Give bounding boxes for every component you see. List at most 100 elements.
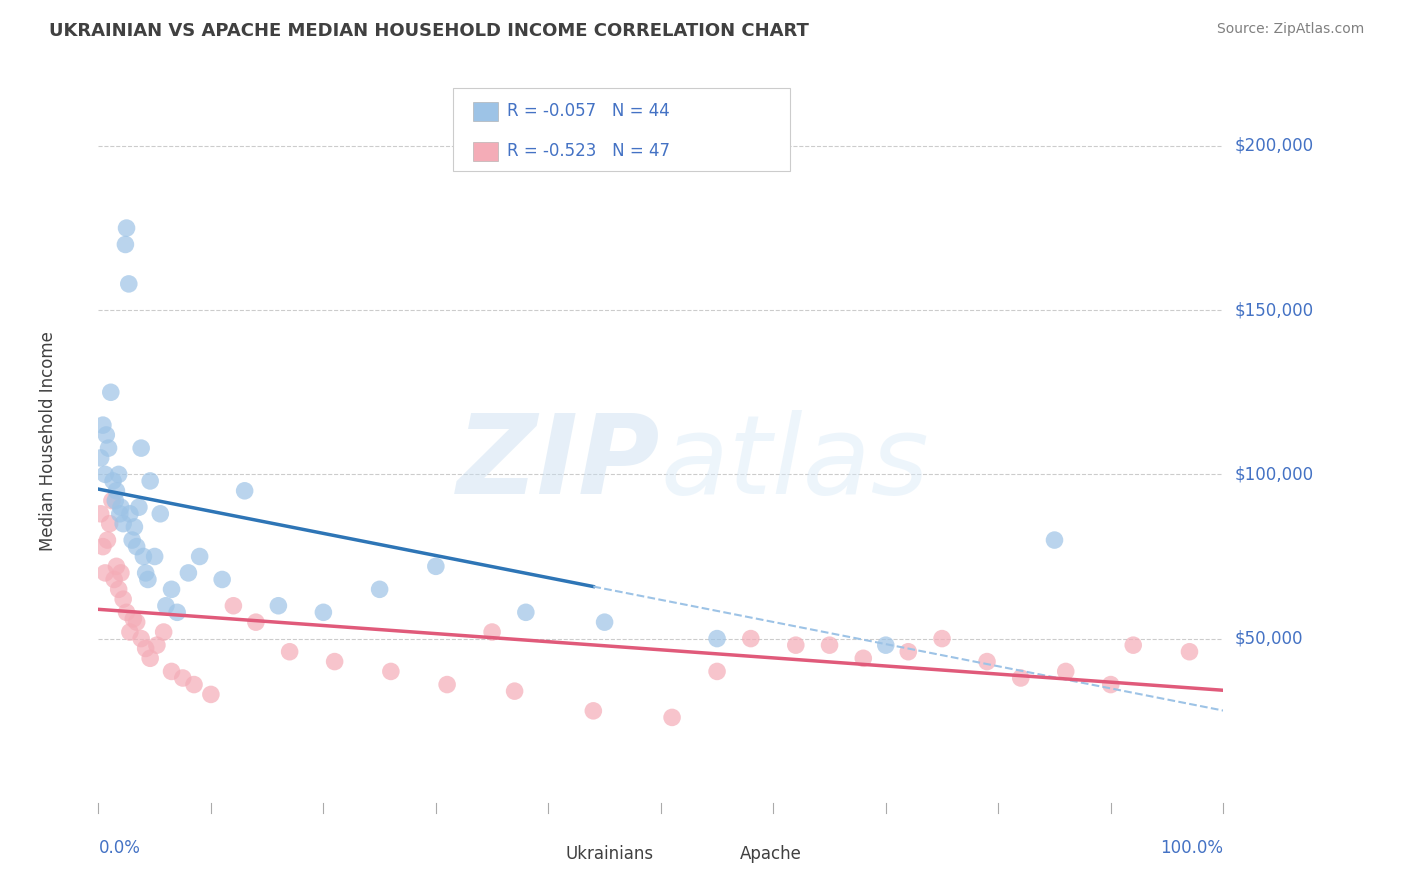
Text: Median Household Income: Median Household Income — [39, 332, 56, 551]
Point — [152, 625, 174, 640]
Point — [90, 507, 112, 521]
Point — [98, 516, 121, 531]
Point — [172, 671, 194, 685]
Point — [139, 651, 162, 665]
Point — [97, 441, 120, 455]
Point — [114, 237, 136, 252]
Text: 0.0%: 0.0% — [98, 838, 141, 857]
Point — [503, 684, 526, 698]
Bar — [531, 847, 557, 862]
Point — [118, 277, 141, 291]
Point — [143, 549, 166, 564]
Point — [200, 687, 222, 701]
Point — [105, 483, 128, 498]
Point — [104, 493, 127, 508]
Text: Ukrainians: Ukrainians — [565, 845, 654, 863]
Point — [110, 566, 132, 580]
Bar — [706, 847, 731, 862]
Point — [112, 516, 135, 531]
Point — [105, 559, 128, 574]
Text: UKRAINIAN VS APACHE MEDIAN HOUSEHOLD INCOME CORRELATION CHART: UKRAINIAN VS APACHE MEDIAN HOUSEHOLD INC… — [49, 22, 808, 40]
Point — [1178, 645, 1201, 659]
Point — [94, 467, 117, 482]
Point — [135, 641, 157, 656]
Point — [1010, 671, 1032, 685]
Point — [96, 428, 118, 442]
Point — [177, 566, 200, 580]
Point — [785, 638, 807, 652]
Point — [160, 582, 183, 597]
Point — [136, 573, 159, 587]
Point — [100, 385, 122, 400]
Point — [115, 605, 138, 619]
Point — [323, 655, 346, 669]
Point — [312, 605, 335, 619]
Point — [1043, 533, 1066, 547]
Point — [110, 500, 132, 515]
Point — [278, 645, 301, 659]
Point — [188, 549, 211, 564]
Point — [118, 507, 141, 521]
Text: $150,000: $150,000 — [1234, 301, 1313, 319]
Point — [661, 710, 683, 724]
Point — [852, 651, 875, 665]
Point — [233, 483, 256, 498]
Text: Source: ZipAtlas.com: Source: ZipAtlas.com — [1216, 22, 1364, 37]
Point — [582, 704, 605, 718]
Point — [267, 599, 290, 613]
Point — [155, 599, 177, 613]
Point — [139, 474, 162, 488]
Point — [425, 559, 447, 574]
Point — [129, 441, 152, 455]
Text: R = -0.057   N = 44: R = -0.057 N = 44 — [506, 103, 669, 120]
Text: atlas: atlas — [661, 409, 929, 516]
Point — [245, 615, 267, 630]
Point — [108, 507, 131, 521]
Text: $200,000: $200,000 — [1234, 137, 1313, 155]
Point — [875, 638, 897, 652]
Point — [1099, 677, 1122, 691]
Point — [96, 533, 118, 547]
Text: 100.0%: 100.0% — [1160, 838, 1223, 857]
Point — [706, 665, 728, 679]
Text: ZIP: ZIP — [457, 409, 661, 516]
Point — [160, 665, 183, 679]
Bar — [472, 102, 498, 120]
Point — [818, 638, 841, 652]
Text: Apache: Apache — [740, 845, 801, 863]
Point — [118, 625, 141, 640]
Point — [1122, 638, 1144, 652]
Point — [125, 615, 148, 630]
Point — [115, 221, 138, 235]
FancyBboxPatch shape — [453, 87, 790, 170]
Point — [149, 507, 172, 521]
Point — [706, 632, 728, 646]
Point — [368, 582, 391, 597]
Point — [1054, 665, 1077, 679]
Point — [129, 632, 152, 646]
Point — [481, 625, 503, 640]
Point — [101, 493, 124, 508]
Point — [222, 599, 245, 613]
Point — [166, 605, 188, 619]
Point — [515, 605, 537, 619]
Point — [211, 573, 233, 587]
Point — [593, 615, 616, 630]
Point — [436, 677, 458, 691]
Point — [90, 450, 112, 465]
Text: $50,000: $50,000 — [1234, 630, 1303, 648]
Point — [135, 566, 157, 580]
Point — [897, 645, 920, 659]
Point — [121, 533, 143, 547]
Point — [122, 612, 145, 626]
Point — [146, 638, 169, 652]
Point — [128, 500, 150, 515]
Point — [931, 632, 953, 646]
Point — [740, 632, 762, 646]
Point — [101, 474, 124, 488]
Point — [107, 582, 129, 597]
Point — [132, 549, 155, 564]
Point — [103, 573, 125, 587]
Point — [976, 655, 998, 669]
Bar — [472, 142, 498, 161]
